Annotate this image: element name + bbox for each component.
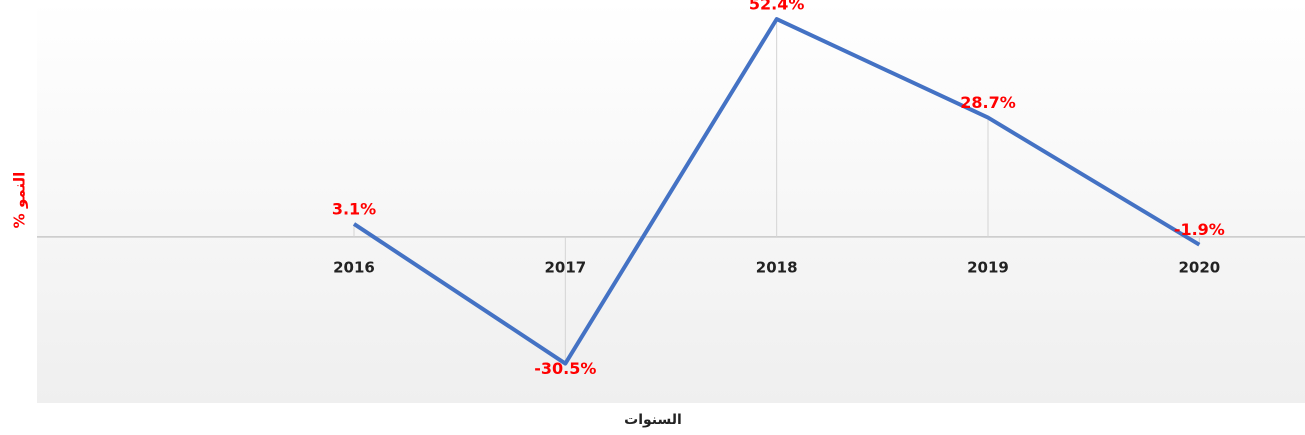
data-label: 28.7% xyxy=(960,93,1016,112)
y-axis-title: % النمو xyxy=(11,172,29,229)
x-tick-label: 2018 xyxy=(756,258,798,276)
data-label: 52.4% xyxy=(749,0,805,14)
plot-area xyxy=(37,0,1305,403)
data-label: -30.5% xyxy=(534,359,596,378)
data-label: -1.9% xyxy=(1174,220,1225,239)
x-tick-label: 2019 xyxy=(967,258,1009,276)
series-line xyxy=(352,17,1201,366)
x-tick-label: 2016 xyxy=(333,258,375,276)
data-label: 3.1% xyxy=(332,199,376,218)
x-axis-title: السنوات xyxy=(624,412,682,428)
x-tick-label: 2020 xyxy=(1178,258,1220,276)
